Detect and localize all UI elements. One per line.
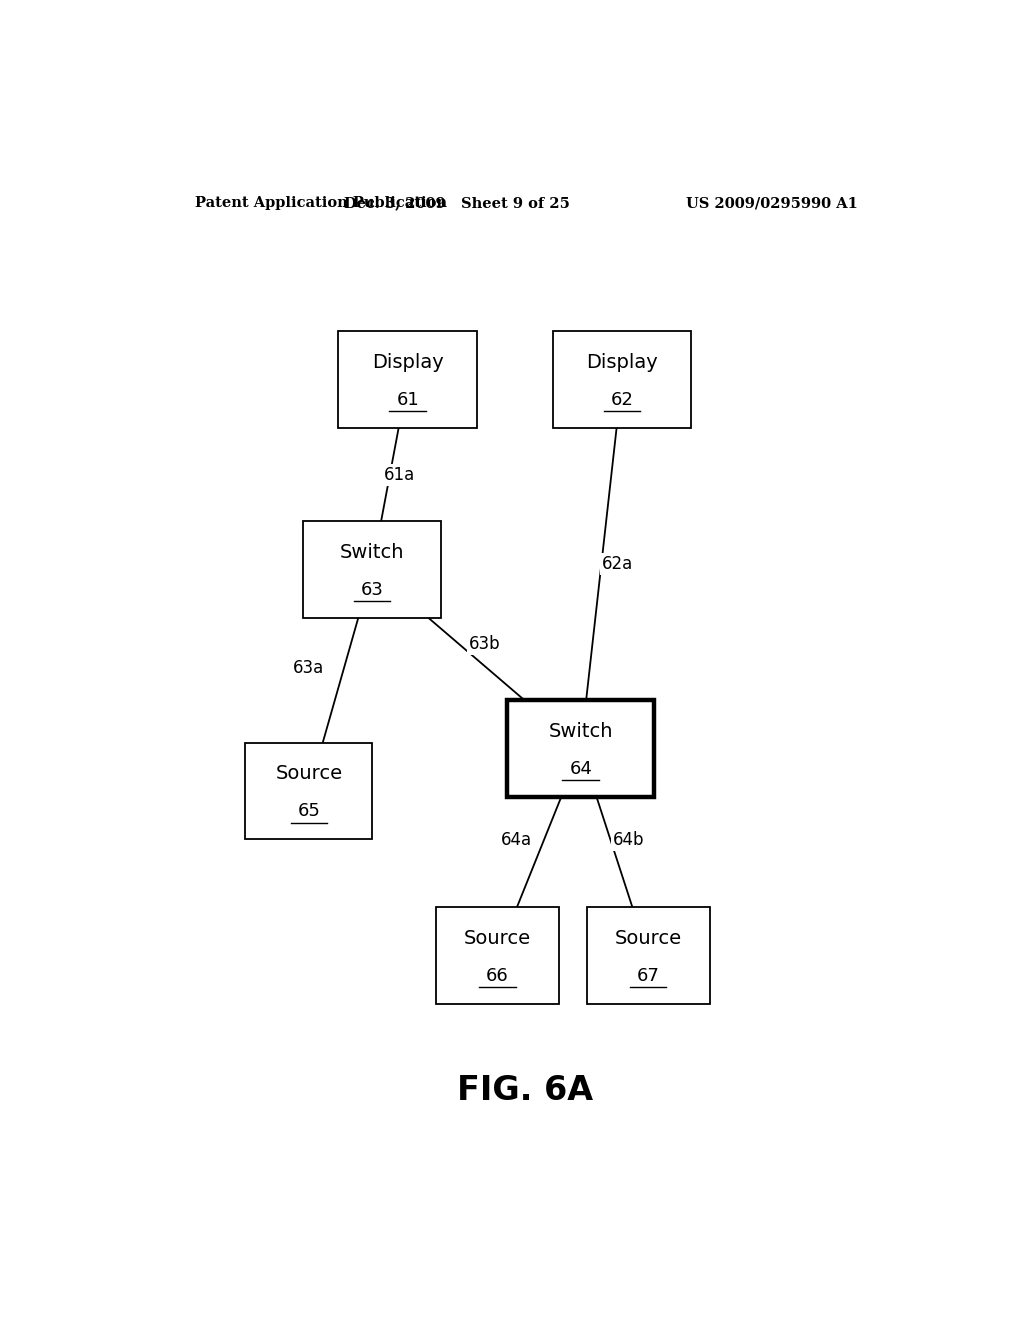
Text: 67: 67 <box>637 968 659 985</box>
FancyBboxPatch shape <box>246 743 373 840</box>
Text: 65: 65 <box>298 803 321 821</box>
Text: Dec. 3, 2009   Sheet 9 of 25: Dec. 3, 2009 Sheet 9 of 25 <box>344 195 570 210</box>
FancyBboxPatch shape <box>338 331 477 428</box>
Text: Source: Source <box>614 929 682 948</box>
FancyBboxPatch shape <box>436 907 559 1005</box>
Text: 66: 66 <box>486 968 509 985</box>
Text: Patent Application Publication: Patent Application Publication <box>196 195 447 210</box>
FancyBboxPatch shape <box>587 907 710 1005</box>
Text: Switch: Switch <box>549 722 613 741</box>
Text: 63b: 63b <box>469 635 500 652</box>
Text: 64a: 64a <box>502 830 532 849</box>
Text: 64b: 64b <box>613 830 644 849</box>
Text: 61: 61 <box>396 391 419 409</box>
Text: US 2009/0295990 A1: US 2009/0295990 A1 <box>686 195 858 210</box>
FancyBboxPatch shape <box>303 521 441 618</box>
Text: 63: 63 <box>360 581 383 599</box>
Text: 63a: 63a <box>293 659 325 677</box>
FancyBboxPatch shape <box>553 331 691 428</box>
Text: Display: Display <box>586 352 657 372</box>
Text: FIG. 6A: FIG. 6A <box>457 1074 593 1107</box>
Text: Source: Source <box>275 764 342 783</box>
Text: Display: Display <box>372 352 443 372</box>
Text: Source: Source <box>464 929 531 948</box>
Text: Switch: Switch <box>340 543 404 562</box>
Text: 64: 64 <box>569 760 592 777</box>
FancyBboxPatch shape <box>507 700 654 797</box>
Text: 62: 62 <box>610 391 634 409</box>
Text: 62a: 62a <box>602 554 633 573</box>
Text: 61a: 61a <box>384 466 415 483</box>
